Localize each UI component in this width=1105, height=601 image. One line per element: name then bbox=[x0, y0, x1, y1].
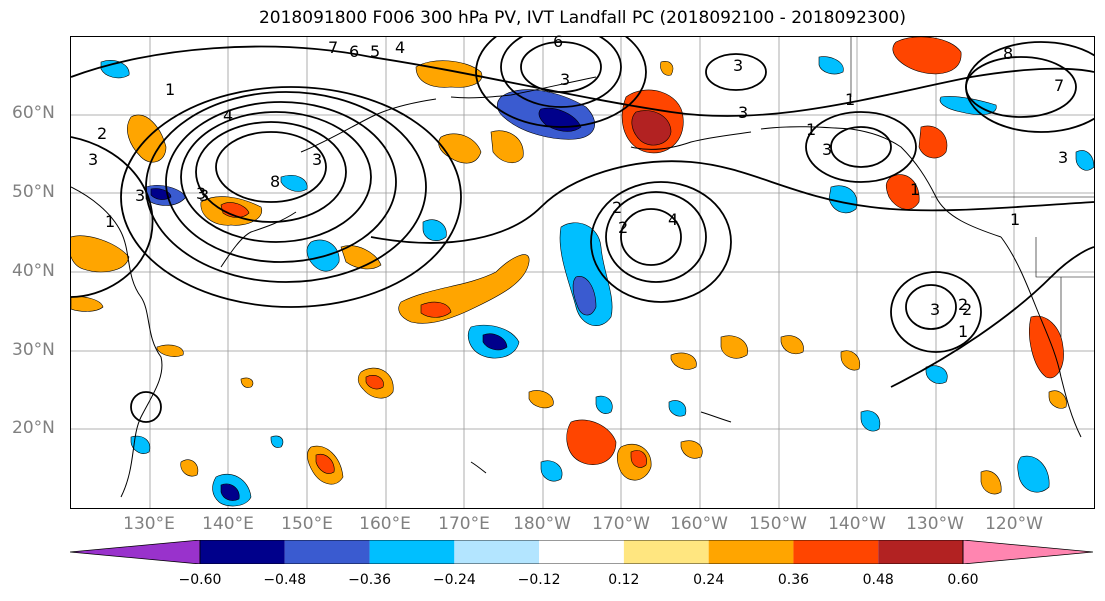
map-canvas bbox=[71, 37, 1094, 508]
colorbar-tick-label: 0.48 bbox=[862, 572, 894, 588]
contour-label: 3 bbox=[196, 184, 207, 203]
colorbar-segment bbox=[623, 540, 709, 564]
negative-pv-anomalies bbox=[100, 56, 1094, 507]
contour-label: 4 bbox=[395, 38, 406, 57]
colorbar-tick-label: −0.60 bbox=[178, 572, 222, 588]
colorbar-tick-label: −0.36 bbox=[348, 572, 391, 588]
map-panel bbox=[70, 36, 1095, 509]
colorbar-segment bbox=[878, 540, 963, 564]
colorbar-segment bbox=[70, 540, 201, 564]
colorbar-segment bbox=[962, 540, 1093, 564]
contour-label: 3 bbox=[88, 150, 99, 169]
contour-label: 6 bbox=[349, 42, 360, 61]
colorbar-segments bbox=[70, 540, 1093, 564]
contour-label: 3 bbox=[135, 186, 146, 205]
contour-label: 1 bbox=[105, 212, 116, 231]
contour-label: 3 bbox=[822, 140, 833, 159]
colorbar-tick-label: 0.36 bbox=[777, 572, 810, 588]
contour-label: 3 bbox=[733, 56, 744, 75]
lon-label: 120°W bbox=[985, 514, 1043, 534]
lat-label-50n: 50°N bbox=[12, 182, 55, 202]
contour-label: 1 bbox=[806, 120, 817, 139]
lon-label: 140°W bbox=[828, 514, 886, 534]
contour-label: 6 bbox=[553, 32, 564, 51]
lon-label: 180°W bbox=[513, 514, 571, 534]
contour-label: 4 bbox=[223, 106, 234, 125]
contour-label: 3 bbox=[312, 150, 323, 169]
contour-label: 1 bbox=[958, 322, 969, 341]
lon-label: 170°W bbox=[592, 514, 650, 534]
colorbar-segment bbox=[284, 540, 370, 564]
map-title: 2018091800 F006 300 hPa PV, IVT Landfall… bbox=[258, 8, 906, 28]
contour-label: 4 bbox=[668, 210, 679, 229]
contour-label: 8 bbox=[270, 172, 281, 191]
contour-label: 3 bbox=[560, 70, 571, 89]
lon-label: 170°E bbox=[438, 514, 490, 534]
contour-label: 2 bbox=[958, 295, 969, 314]
contour-label: 3 bbox=[199, 186, 210, 205]
contour-label: 7 bbox=[1054, 76, 1065, 95]
contour-label: 2 bbox=[962, 300, 973, 319]
contour-label: 3 bbox=[930, 300, 941, 319]
colorbar-tick-label: −0.24 bbox=[432, 572, 476, 588]
colorbar-tick-label: 0.24 bbox=[693, 572, 725, 588]
contour-label: 1 bbox=[845, 90, 856, 109]
colorbar-tick-label: −0.48 bbox=[263, 572, 307, 588]
colorbar-segment bbox=[539, 540, 624, 564]
contour-label: 3 bbox=[738, 103, 749, 122]
colorbar-tick-label: 0.12 bbox=[608, 572, 640, 588]
contour-label: 2 bbox=[97, 124, 108, 143]
colorbar-segment bbox=[369, 540, 455, 564]
lat-label-20n: 20°N bbox=[12, 418, 55, 438]
contour-label: 1 bbox=[1010, 210, 1021, 229]
contour-label: 2 bbox=[612, 198, 623, 217]
lon-label: 160°W bbox=[670, 514, 728, 534]
lat-label-30n: 30°N bbox=[12, 340, 55, 360]
colorbar-outline bbox=[199, 540, 964, 564]
lat-label-40n: 40°N bbox=[12, 261, 55, 281]
colorbar-segment bbox=[708, 540, 794, 564]
colorbar-tick-label: 0.60 bbox=[947, 572, 979, 588]
coastlines bbox=[71, 76, 1082, 498]
graticule bbox=[71, 37, 1094, 508]
colorbar-segment bbox=[200, 540, 285, 564]
political-borders bbox=[850, 37, 1094, 337]
lat-label-60n: 60°N bbox=[12, 103, 55, 123]
ivt-contours bbox=[71, 37, 1094, 423]
lon-label: 130°E bbox=[123, 514, 175, 534]
lon-label: 130°W bbox=[906, 514, 964, 534]
contour-label: 5 bbox=[370, 42, 381, 61]
colorbar-segment bbox=[454, 540, 540, 564]
colorbar-segment bbox=[793, 540, 879, 564]
lon-label: 150°W bbox=[749, 514, 807, 534]
contour-label: 7 bbox=[328, 38, 339, 57]
contour-label: 2 bbox=[618, 218, 629, 237]
contour-label: 1 bbox=[910, 180, 921, 199]
colorbar bbox=[70, 540, 1093, 564]
lon-label: 160°E bbox=[359, 514, 411, 534]
contour-label: 1 bbox=[165, 80, 176, 99]
contour-label: 3 bbox=[1058, 148, 1069, 167]
colorbar-tick-label: −0.12 bbox=[517, 572, 561, 588]
lon-label: 150°E bbox=[281, 514, 333, 534]
contour-label: 8 bbox=[1003, 44, 1014, 63]
lon-label: 140°E bbox=[202, 514, 254, 534]
